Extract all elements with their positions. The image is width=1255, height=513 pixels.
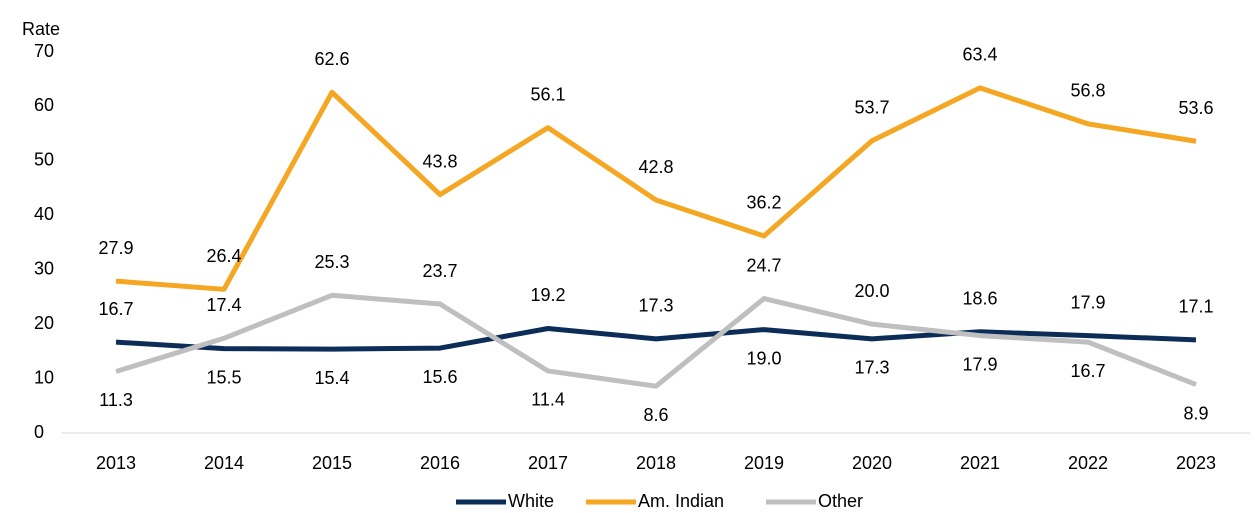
y-tick-label: 60 [34, 95, 54, 115]
data-label: 43.8 [422, 151, 457, 171]
data-label: 15.4 [314, 368, 349, 388]
y-tick-label: 40 [34, 204, 54, 224]
data-label: 63.4 [962, 45, 997, 65]
y-tick-label: 70 [34, 41, 54, 61]
x-tick-label: 2016 [420, 453, 460, 473]
x-tick-label: 2013 [96, 453, 136, 473]
data-label: 42.8 [638, 157, 673, 177]
data-label: 19.2 [530, 285, 565, 305]
data-label: 17.3 [854, 358, 889, 378]
data-label: 36.2 [746, 193, 781, 213]
y-tick-label: 50 [34, 150, 54, 170]
data-label: 15.6 [422, 367, 457, 387]
data-label: 56.1 [530, 84, 565, 104]
data-label: 53.7 [854, 97, 889, 117]
series-line [115, 292, 1197, 389]
data-label: 17.1 [1178, 297, 1213, 317]
legend-label: Am. Indian [638, 491, 724, 511]
legend-label: Other [818, 491, 863, 511]
data-label: 11.4 [531, 390, 565, 410]
y-axis-label: Rate [22, 19, 60, 39]
data-label: 26.4 [206, 246, 241, 266]
data-label: 16.7 [1070, 361, 1105, 381]
data-label: 17.9 [1070, 292, 1105, 312]
data-label: 8.9 [1183, 403, 1208, 423]
x-tick-label: 2018 [636, 453, 676, 473]
data-label: 27.9 [98, 238, 133, 258]
y-tick-label: 0 [34, 422, 44, 442]
x-tick-label: 2019 [744, 453, 784, 473]
data-label: 16.7 [98, 299, 133, 319]
data-label: 56.8 [1070, 81, 1105, 101]
data-label: 62.6 [314, 49, 349, 69]
data-label: 15.5 [206, 367, 241, 387]
data-label: 53.6 [1178, 98, 1213, 118]
x-tick-label: 2021 [960, 453, 1000, 473]
series-line [115, 85, 1197, 292]
data-label: 17.9 [962, 354, 997, 374]
x-tick-label: 2015 [312, 453, 352, 473]
series-line [115, 325, 1197, 352]
data-label: 8.6 [643, 405, 668, 425]
data-label: 17.3 [638, 296, 673, 316]
x-tick-label: 2020 [852, 453, 892, 473]
x-tick-label: 2014 [204, 453, 244, 473]
y-tick-label: 10 [34, 367, 54, 387]
x-tick-label: 2023 [1176, 453, 1216, 473]
data-label: 23.7 [422, 261, 457, 281]
data-label: 25.3 [314, 252, 349, 272]
y-tick-label: 30 [34, 258, 54, 278]
data-label: 24.7 [746, 255, 781, 275]
data-label: 11.3 [99, 390, 133, 410]
data-label: 18.6 [962, 289, 997, 309]
x-tick-label: 2022 [1068, 453, 1108, 473]
data-label: 17.4 [206, 295, 241, 315]
data-label: 19.0 [746, 348, 781, 368]
data-label: 20.0 [854, 281, 889, 301]
legend-label: White [508, 491, 554, 511]
x-tick-label: 2017 [528, 453, 568, 473]
y-tick-label: 20 [34, 313, 54, 333]
